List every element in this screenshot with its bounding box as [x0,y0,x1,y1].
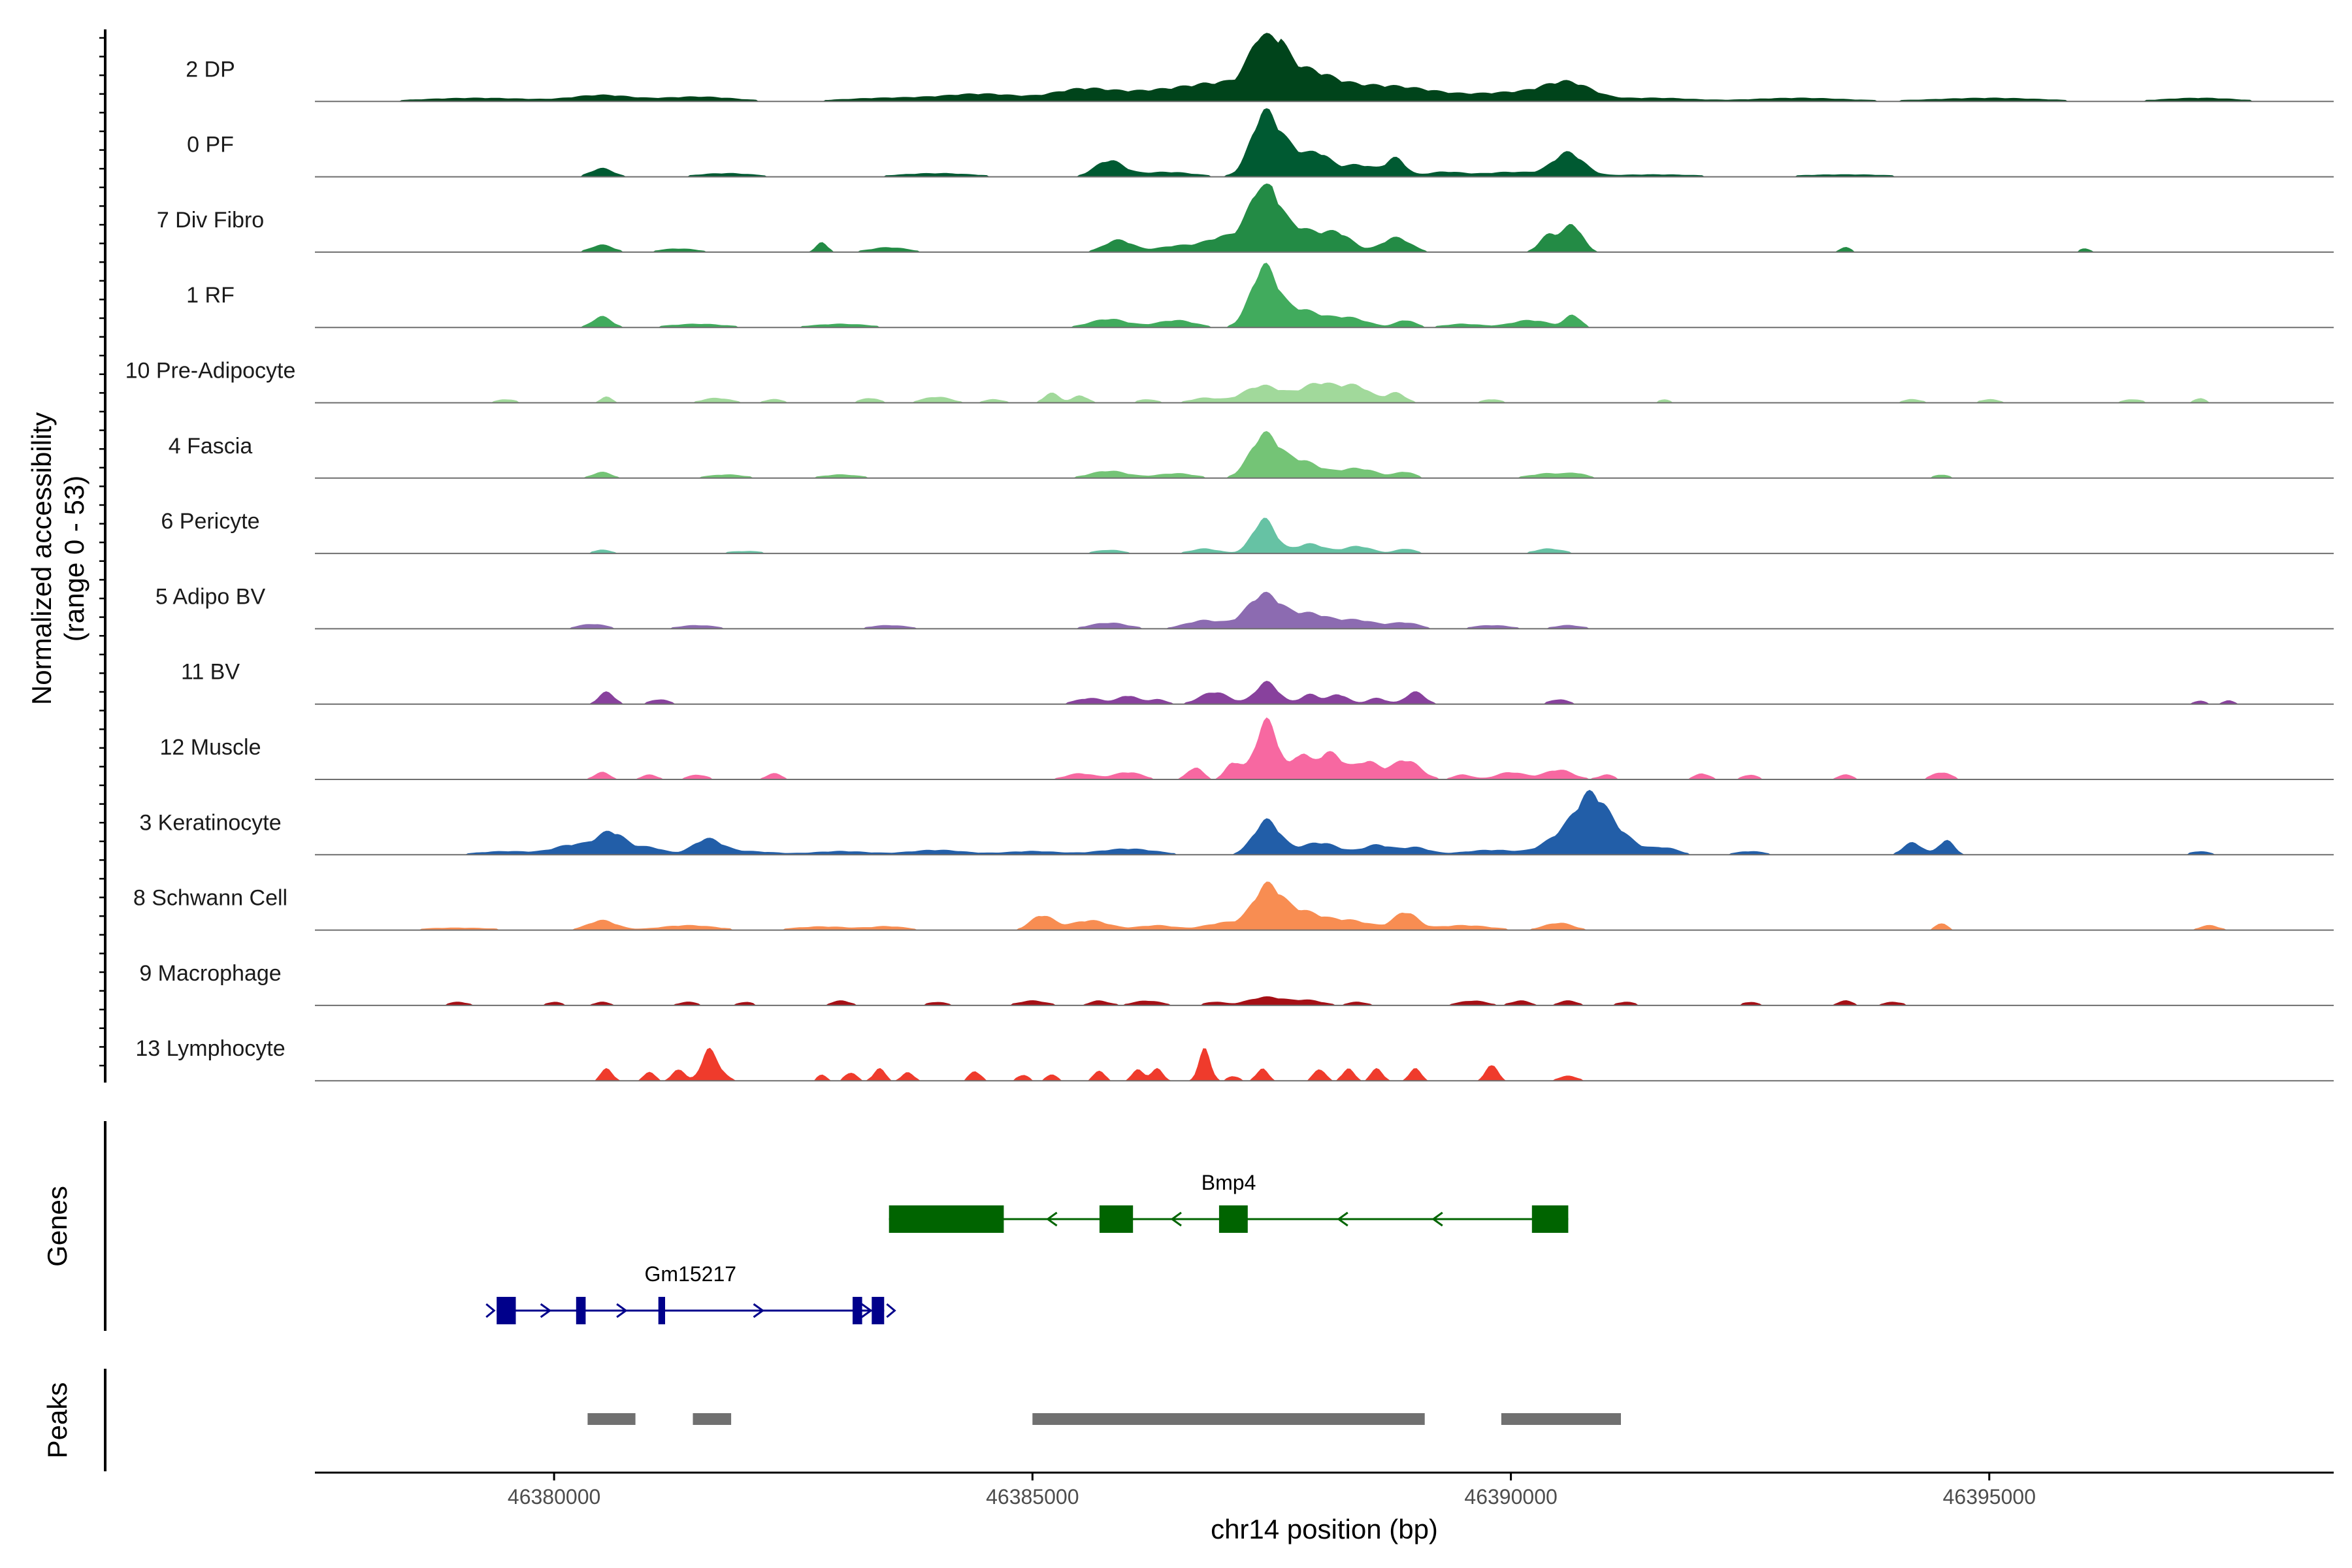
y-axis-title-line2: (range 0 - 53) [59,476,90,642]
peak-region [587,1413,636,1425]
track-3: 7 Div Fibro [157,183,2334,253]
gene-exon [1099,1205,1134,1233]
coverage-area-10 [315,717,2334,779]
coverage-area-1 [315,33,2334,102]
track-label: 6 Pericyte [161,509,259,534]
track-label: 3 Keratinocyte [139,810,281,835]
x-tick-label: 46380000 [508,1485,600,1509]
gene-label: Bmp4 [1201,1171,1256,1194]
x-axis-title: chr14 position (bp) [1211,1514,1438,1544]
coverage-tracks: 2 DP 0 PF 7 Div Fibro 1 RF 10 Pre-Adipocyte 4… [125,33,2334,1082]
track-5: 10 Pre-Adipocyte [125,359,2334,404]
track-8: 5 Adipo BV [155,584,2334,630]
track-2: 0 PF [187,108,2334,178]
x-tick-label: 46390000 [1464,1485,1557,1509]
coverage-area-2 [315,108,2334,177]
strand-chevron [1337,1211,1348,1227]
track-label: 11 BV [181,660,240,685]
gene-label: Gm15217 [645,1262,737,1286]
genes-panel-title: Genes [42,1186,73,1267]
coverage-area-12 [315,881,2334,930]
coverage-area-8 [315,591,2334,629]
gene-exon [889,1205,1004,1233]
gene-exon [1531,1205,1569,1233]
track-label: 10 Pre-Adipocyte [125,359,296,384]
gene-exon [497,1297,516,1324]
strand-chevron [540,1303,552,1318]
x-tick-label: 46385000 [986,1485,1079,1509]
peaks-panel: Peaks [42,1369,1621,1471]
coverage-area-7 [315,517,2334,554]
coverage-area-9 [315,681,2334,704]
coverage-area-13 [315,996,2334,1005]
track-12: 8 Schwann Cell [133,881,2334,931]
coverage-area-5 [315,382,2334,403]
peak-region [1032,1413,1425,1425]
y-axis [99,29,106,1083]
track-label: 12 Muscle [160,735,261,760]
strand-chevron [485,1303,496,1318]
track-11: 3 Keratinocyte [139,790,2334,856]
track-label: 9 Macrophage [139,961,281,986]
track-label: 5 Adipo BV [155,584,266,609]
gene-exon [1218,1205,1248,1233]
y-axis-title-line1: Normalized accessibility [26,412,57,705]
peaks-panel-title: Peaks [42,1382,73,1459]
gene-exon [853,1297,862,1324]
track-6: 4 Fascia [169,431,2334,479]
strand-chevron [1046,1211,1058,1227]
track-7: 6 Pericyte [161,509,2334,555]
coverage-area-14 [315,1047,2334,1081]
track-10: 12 Muscle [160,717,2334,780]
track-14: 13 Lymphocyte [135,1036,2334,1082]
x-tick-label: 46395000 [1943,1485,2036,1509]
strand-chevron [616,1303,628,1318]
coverage-area-4 [315,263,2334,328]
strand-chevron [1431,1211,1443,1227]
x-axis: 46380000 46385000 46390000 46395000 [315,1471,2334,1509]
track-13: 9 Macrophage [139,961,2334,1006]
gene-bmp4: Bmp4 [889,1171,1569,1233]
track-label: 8 Schwann Cell [133,886,287,911]
track-label: 7 Div Fibro [157,208,264,233]
strand-chevron [1170,1211,1182,1227]
coverage-area-3 [315,183,2334,252]
coverage-area-11 [315,790,2334,855]
track-1: 2 DP [186,33,2334,103]
peak-region [693,1413,732,1425]
track-label: 1 RF [186,283,235,308]
gene-exon [576,1297,586,1324]
track-label: 2 DP [186,57,235,82]
track-label: 13 Lymphocyte [135,1036,285,1061]
track-label: 0 PF [187,133,234,157]
peak-region [1501,1413,1621,1425]
track-4: 1 RF [186,263,2334,329]
gene-gm15217: Gm15217 [485,1262,896,1324]
strand-chevron [753,1303,765,1318]
gene-exon [872,1297,885,1324]
coverage-area-6 [315,431,2334,478]
genes-panel: Genes Bmp4 Gm15217 [42,1121,1569,1331]
strand-chevron [886,1303,896,1318]
strand-chevron [861,1303,873,1318]
track-label: 4 Fascia [169,434,253,459]
track-9: 11 BV [181,660,2334,705]
gene-exon [658,1297,665,1324]
